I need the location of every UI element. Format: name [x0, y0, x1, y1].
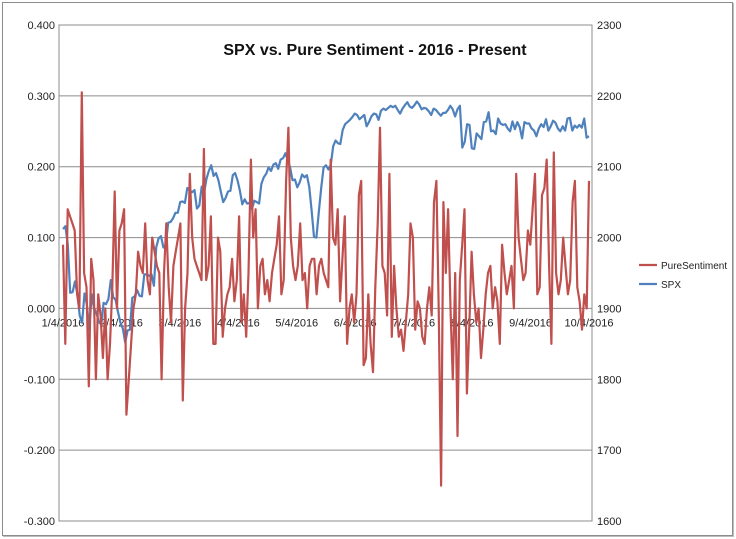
right-tick-label: 2100	[597, 162, 621, 174]
left-tick-label: -0.300	[24, 516, 55, 528]
legend-label: PureSentiment	[661, 261, 727, 272]
chart-title: SPX vs. Pure Sentiment - 2016 - Present	[223, 42, 527, 59]
right-tick-label: 1600	[597, 516, 621, 528]
x-tick-label: 1/4/2016	[42, 317, 85, 329]
x-tick-label: 8/4/2016	[451, 317, 494, 329]
left-tick-label: 0.100	[27, 233, 55, 245]
x-tick-label: 3/4/2016	[158, 317, 201, 329]
left-tick-label: 0.000	[27, 303, 55, 315]
x-tick-label: 10/4/2016	[565, 317, 614, 329]
series-line-spx	[62, 100, 590, 344]
left-tick-label: 0.200	[27, 162, 55, 174]
x-tick-label: 4/4/2016	[217, 317, 260, 329]
right-tick-label: 2000	[597, 233, 621, 245]
plot-area	[58, 24, 593, 522]
x-tick-label: 6/4/2016	[334, 317, 377, 329]
right-tick-label: 1700	[597, 445, 621, 457]
series-lines	[61, 91, 591, 487]
x-tick-label: 9/4/2016	[509, 317, 552, 329]
x-tick-label: 7/4/2016	[392, 317, 435, 329]
left-tick-label: 0.400	[27, 20, 55, 32]
right-tick-label: 1900	[597, 303, 621, 315]
legend-label: SPX	[661, 280, 681, 291]
left-tick-label: -0.100	[24, 374, 55, 386]
x-axis: 1/4/2016 2/4/2016 3/4/2016 4/4/2016 5/4/2016…	[42, 317, 614, 329]
series-line-puresentiment	[61, 91, 591, 487]
x-tick-label: 5/4/2016	[275, 317, 318, 329]
right-tick-label: 1800	[597, 374, 621, 386]
legend: PureSentiment SPX	[639, 261, 727, 291]
chart-svg: -0.300 -0.200 -0.100 0.000 0.100 0.200 0.300 0.…	[24, 20, 728, 528]
left-axis: -0.300 -0.200 -0.100 0.000 0.100 0.200 0.300 0.…	[24, 20, 55, 528]
right-tick-label: 2300	[597, 20, 621, 32]
right-tick-label: 2200	[597, 91, 621, 103]
right-axis: 1600 1700 1800 1900 2000 2100 2200 2300	[597, 20, 621, 528]
left-tick-label: -0.200	[24, 445, 55, 457]
left-tick-label: 0.300	[27, 91, 55, 103]
